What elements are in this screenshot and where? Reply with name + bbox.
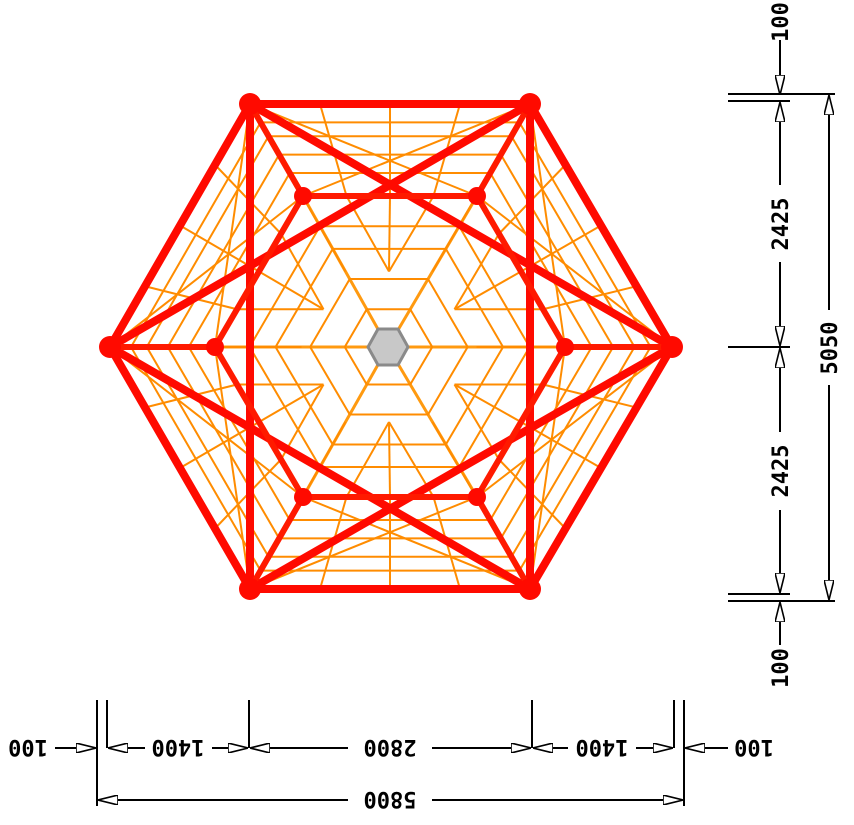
- net-rope: [388, 195, 391, 272]
- inner-joint: [468, 488, 486, 506]
- outer-joint: [519, 578, 541, 600]
- net-rope: [109, 346, 304, 498]
- dim-bottom-margin: 100: [769, 648, 794, 688]
- net-rope: [476, 195, 673, 348]
- net-rope: [258, 270, 325, 311]
- outer-joint: [519, 93, 541, 115]
- dim-total-height: 5050: [818, 322, 843, 375]
- inner-frame-beam: [474, 193, 568, 350]
- dim-left-segment: 1400: [152, 734, 205, 759]
- inner-joint: [294, 187, 312, 205]
- net-rope: [302, 103, 531, 197]
- frame-beam: [246, 343, 676, 593]
- net-rope: [109, 195, 304, 348]
- dim-left-margin: 100: [8, 734, 48, 759]
- outer-joint: [99, 336, 121, 358]
- inner-joint: [468, 187, 486, 205]
- dim-lower-half: 2425: [769, 445, 794, 498]
- net-rope: [249, 103, 478, 197]
- net-rope: [343, 308, 368, 348]
- net-rope: [258, 383, 325, 423]
- net-rope: [214, 346, 251, 590]
- frame-beam: [526, 100, 676, 351]
- outer-joint: [239, 578, 261, 600]
- net-rope: [343, 346, 368, 386]
- net-rope: [529, 103, 566, 348]
- center-hub: [366, 327, 410, 367]
- dim-right-segment: 1400: [576, 734, 629, 759]
- dim-right-margin: 100: [734, 734, 774, 759]
- inner-joint: [206, 338, 224, 356]
- strut: [474, 101, 533, 199]
- net-rope: [302, 496, 531, 590]
- outer-joint: [239, 93, 261, 115]
- net-rope: [427, 346, 469, 416]
- inner-joint: [294, 488, 312, 506]
- net-rope: [409, 346, 434, 386]
- net-rope: [409, 308, 434, 348]
- dim-upper-half: 2425: [769, 198, 794, 251]
- net-rope: [388, 421, 391, 498]
- horizontal-dimension-chain: 100 1400 2800 1400 100 5800: [8, 700, 774, 811]
- frame-beam: [106, 343, 534, 593]
- outer-frame: [99, 93, 683, 600]
- net-rope: [214, 103, 251, 348]
- dim-middle-segment: 2800: [364, 734, 417, 759]
- inner-frame-beam: [474, 344, 568, 500]
- dim-top-margin: 100: [769, 2, 794, 42]
- net-rope: [309, 346, 351, 416]
- frame-beam: [106, 100, 534, 351]
- net-rope: [454, 270, 522, 311]
- net-rope: [454, 383, 522, 423]
- frame-beam: [106, 343, 254, 593]
- inner-frame-beam: [212, 193, 306, 350]
- frame-beam: [246, 100, 676, 351]
- inner-joint: [556, 338, 574, 356]
- strut: [247, 494, 306, 592]
- net-rope: [309, 278, 351, 348]
- outer-joint: [661, 336, 683, 358]
- strut: [474, 494, 533, 592]
- inner-frame-beam: [212, 344, 306, 500]
- net-rope: [427, 278, 469, 348]
- vertical-dimension-chain: 100 2425 2425 100 5050: [728, 2, 843, 688]
- net-rope: [529, 346, 566, 590]
- net-rope: [249, 496, 478, 590]
- strut: [247, 101, 306, 199]
- dim-total-width: 5800: [364, 786, 417, 811]
- net-rope: [476, 346, 673, 498]
- frame-beam: [526, 343, 676, 593]
- frame-beam: [106, 100, 254, 351]
